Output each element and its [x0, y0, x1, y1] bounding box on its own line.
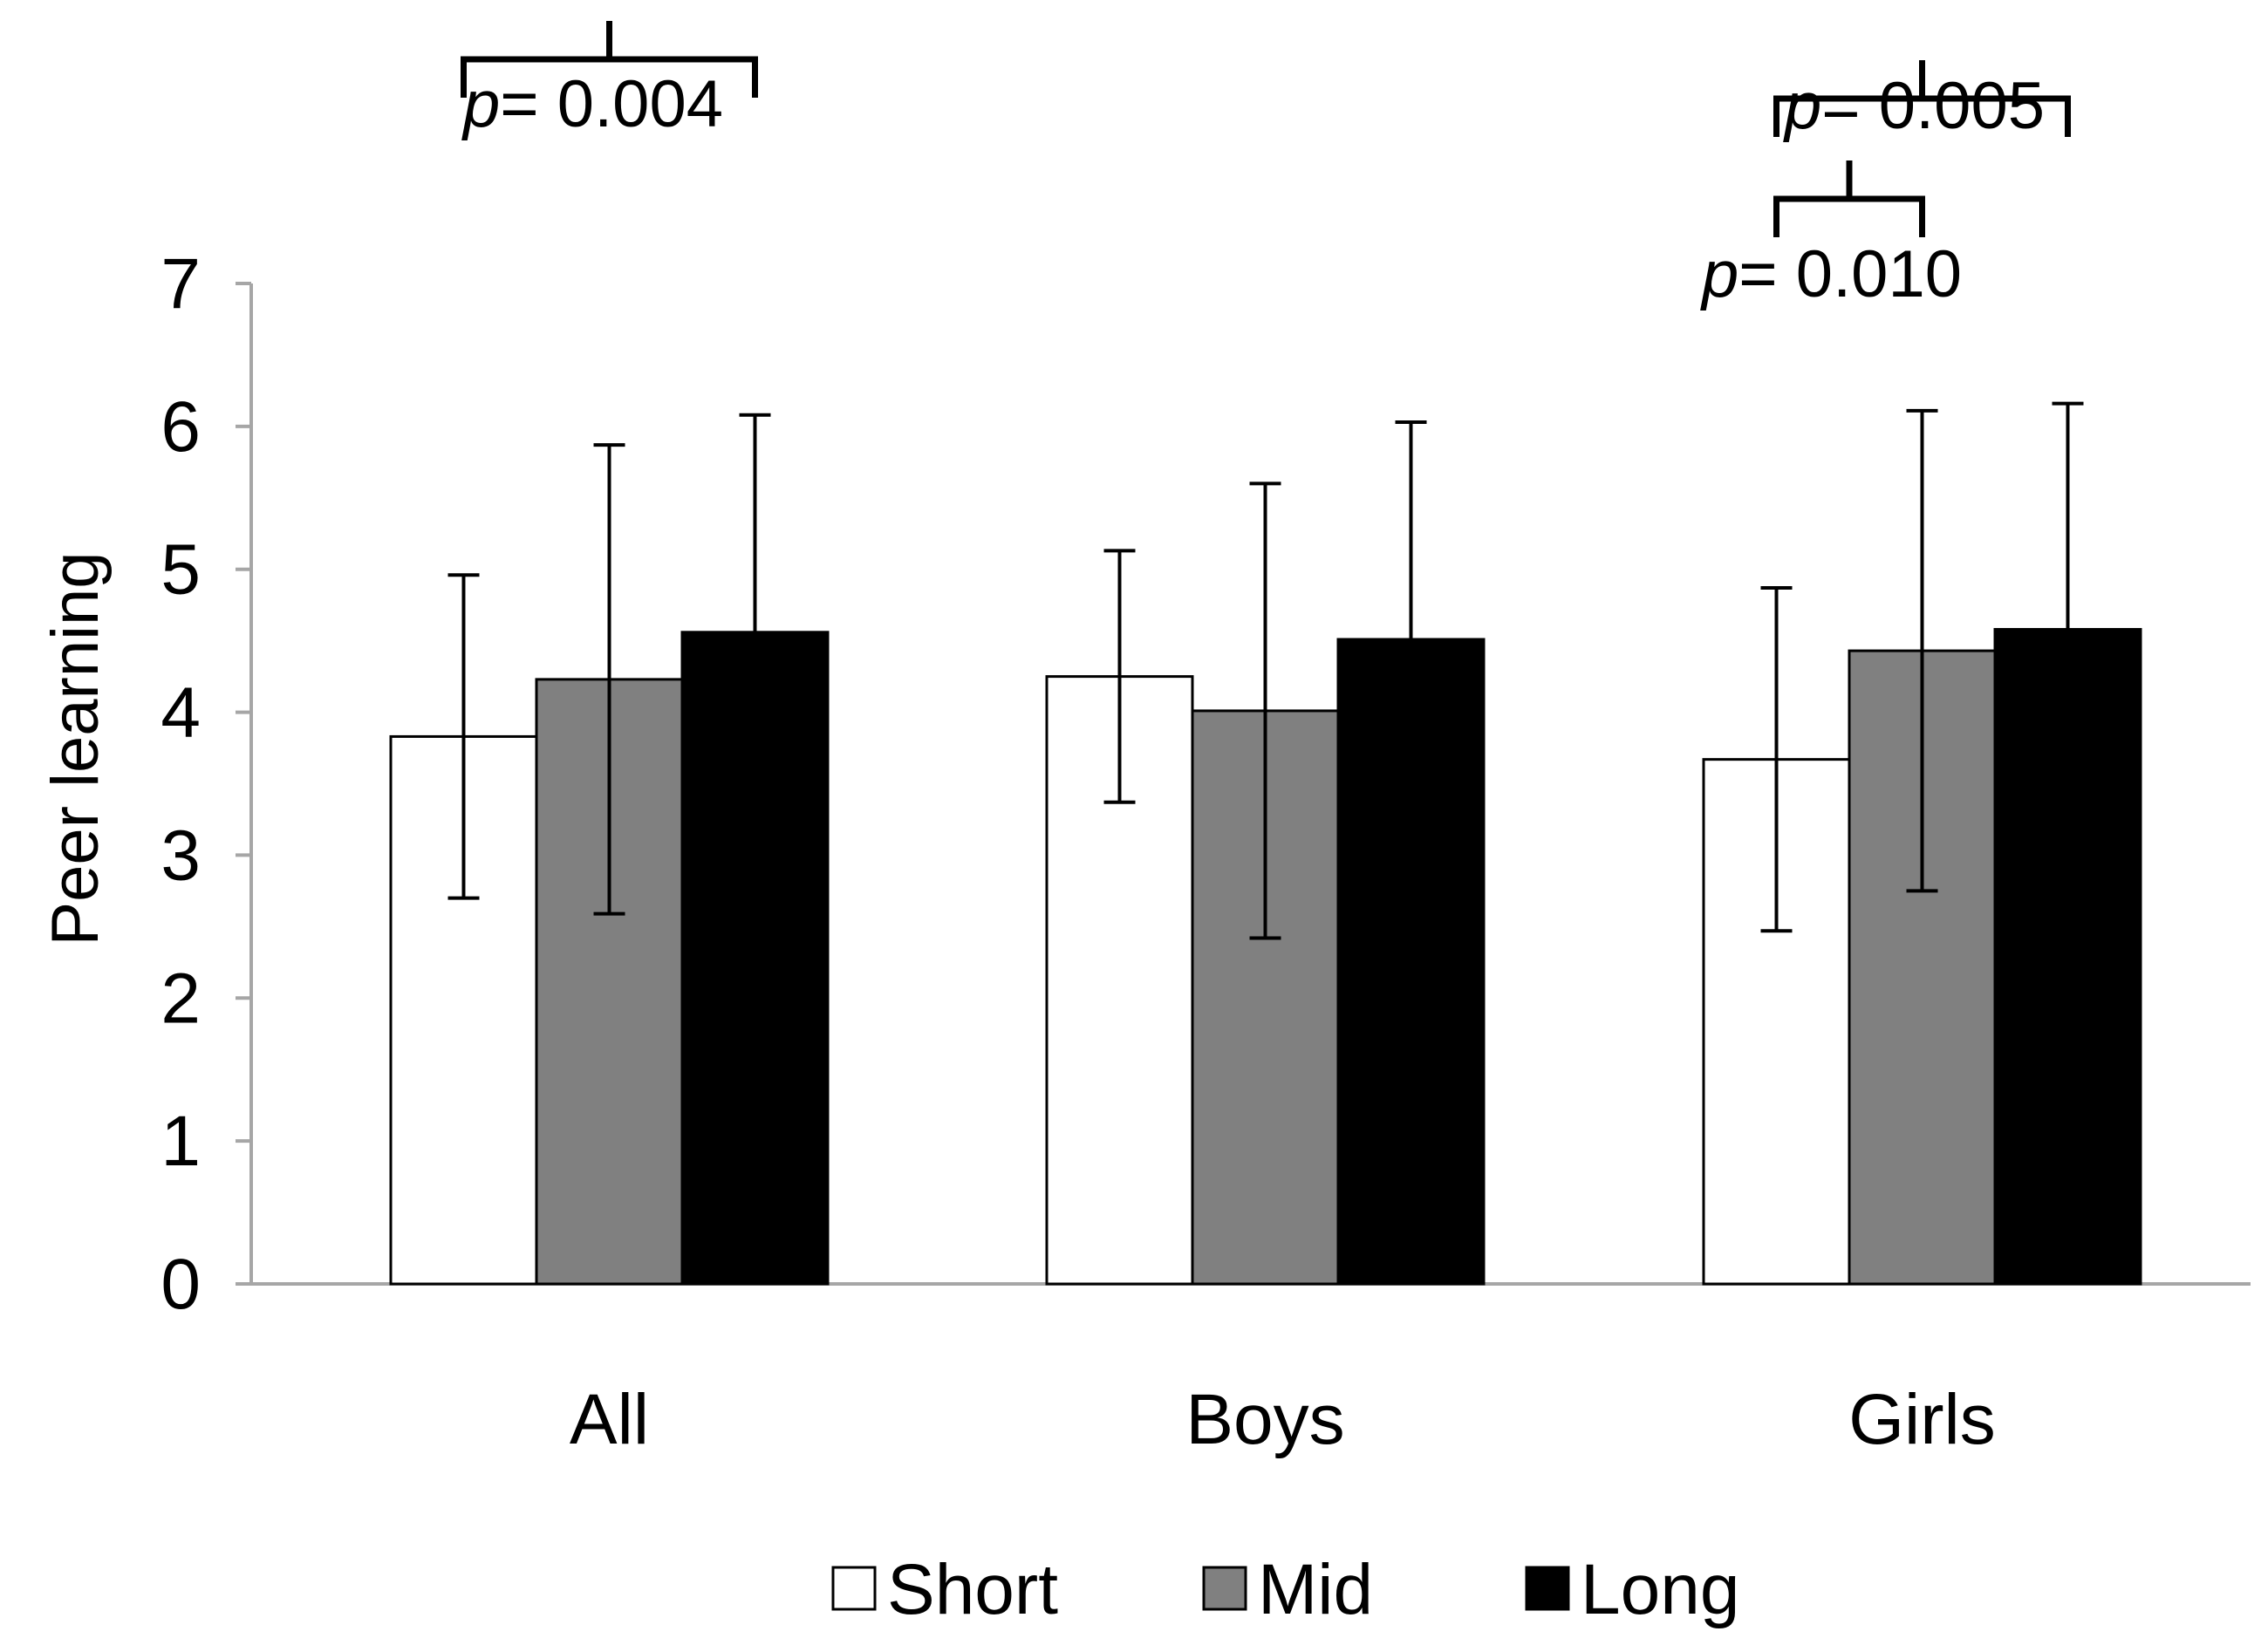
axes: 0 1 2 3 4 5 6 7 Peer learning All Boys Girls — [38, 244, 2251, 1459]
legend-swatch — [1202, 1566, 1247, 1611]
p-value: = 0.004 — [500, 67, 723, 141]
legend-swatch — [1525, 1566, 1570, 1611]
legend-label: Long — [1581, 1550, 1739, 1629]
y-tick-label: 6 — [161, 387, 201, 467]
y-axis-title: Peer learning — [38, 551, 113, 945]
p-symbol: p — [461, 67, 500, 141]
significance-bracket — [1773, 60, 2071, 137]
p-value-label: p= 0.010 — [1700, 237, 1962, 311]
p-symbol: p — [1700, 237, 1738, 311]
p-value-label: p= 0.005 — [1783, 69, 2045, 143]
legend-label: Short — [887, 1550, 1058, 1629]
legend-label: Mid — [1258, 1550, 1373, 1629]
y-tick-label: 1 — [161, 1102, 201, 1181]
error-bars — [447, 401, 2084, 940]
p-value: = 0.010 — [1738, 237, 1962, 311]
p-value: = 0.005 — [1821, 69, 2045, 143]
y-tick-label: 0 — [161, 1245, 201, 1324]
p-symbol: p — [1783, 69, 1821, 143]
y-tick-label: 5 — [161, 530, 201, 610]
p-value-label: p= 0.004 — [461, 67, 723, 141]
significance-bracket — [1773, 160, 1925, 237]
y-tick-label: 7 — [161, 244, 201, 324]
legend-swatch — [831, 1566, 877, 1611]
x-tick-label: Girls — [1848, 1380, 1996, 1459]
x-tick-label: Boys — [1185, 1380, 1344, 1459]
x-tick-label: All — [570, 1380, 649, 1459]
legend: Short Mid Long — [831, 1550, 1739, 1629]
y-tick-label: 3 — [161, 816, 201, 895]
y-tick-label: 2 — [161, 959, 201, 1038]
y-tick-label: 4 — [161, 673, 201, 753]
significance-bracket — [461, 21, 758, 98]
